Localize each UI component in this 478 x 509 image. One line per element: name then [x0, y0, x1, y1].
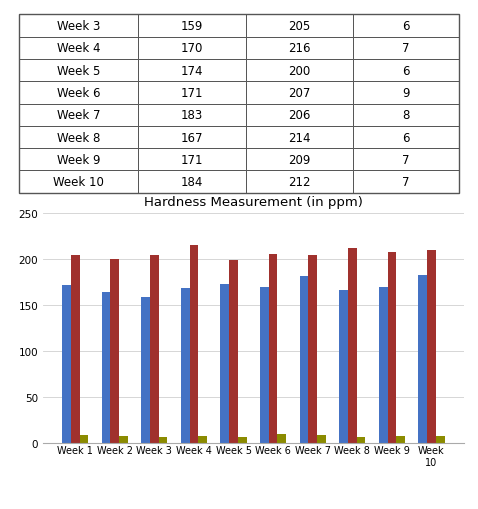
Bar	[348, 248, 357, 443]
Bar	[138, 15, 246, 38]
Text: 200: 200	[288, 65, 311, 77]
Text: 7: 7	[402, 42, 410, 55]
Bar	[269, 254, 278, 443]
Bar	[19, 15, 138, 38]
Text: 216: 216	[288, 42, 311, 55]
Bar	[300, 276, 308, 443]
Text: 209: 209	[288, 154, 311, 166]
Bar	[220, 285, 229, 443]
Text: 6: 6	[402, 131, 410, 144]
Text: 159: 159	[181, 20, 203, 33]
Text: 9: 9	[402, 87, 410, 100]
Text: 170: 170	[181, 42, 203, 55]
Text: 184: 184	[181, 176, 203, 189]
Bar	[308, 255, 317, 443]
Bar	[388, 252, 396, 443]
Bar	[19, 171, 138, 193]
Bar	[246, 15, 353, 38]
Bar	[159, 437, 167, 443]
Bar	[198, 436, 207, 443]
Bar	[353, 127, 459, 149]
Text: 7: 7	[402, 154, 410, 166]
Bar	[278, 435, 286, 443]
Text: 207: 207	[288, 87, 311, 100]
Text: 6: 6	[402, 65, 410, 77]
Text: Week 3: Week 3	[57, 20, 100, 33]
Bar	[246, 60, 353, 82]
Bar	[150, 256, 159, 443]
Bar	[79, 436, 88, 443]
Bar	[138, 149, 246, 171]
Text: 171: 171	[181, 87, 203, 100]
Bar	[19, 60, 138, 82]
Bar	[260, 287, 269, 443]
Bar	[62, 285, 71, 443]
Bar	[141, 297, 150, 443]
Text: Week 8: Week 8	[57, 131, 100, 144]
Text: 171: 171	[181, 154, 203, 166]
Bar	[138, 104, 246, 127]
Bar	[353, 82, 459, 104]
Bar	[19, 38, 138, 60]
Text: 212: 212	[288, 176, 311, 189]
Text: 205: 205	[288, 20, 311, 33]
Bar	[138, 127, 246, 149]
Bar	[246, 82, 353, 104]
Bar	[246, 127, 353, 149]
Bar	[396, 436, 405, 443]
Bar	[238, 437, 247, 443]
Bar	[339, 291, 348, 443]
Bar	[357, 437, 365, 443]
Bar	[181, 288, 190, 443]
Bar	[138, 38, 246, 60]
Bar	[19, 104, 138, 127]
Bar	[418, 275, 427, 443]
Bar	[138, 60, 246, 82]
Bar	[190, 246, 198, 443]
Bar	[71, 256, 79, 443]
Bar	[229, 261, 238, 443]
Bar	[19, 82, 138, 104]
Bar	[19, 149, 138, 171]
Bar	[353, 171, 459, 193]
Text: 174: 174	[181, 65, 203, 77]
Text: 206: 206	[288, 109, 311, 122]
Bar	[246, 104, 353, 127]
Bar	[427, 250, 436, 443]
Bar	[317, 436, 326, 443]
Bar	[436, 436, 445, 443]
Bar	[138, 171, 246, 193]
Text: Week 5: Week 5	[57, 65, 100, 77]
Bar	[19, 127, 138, 149]
Text: Week 4: Week 4	[57, 42, 100, 55]
Bar	[353, 149, 459, 171]
Text: Week 10: Week 10	[53, 176, 104, 189]
Bar	[119, 436, 128, 443]
Bar	[353, 60, 459, 82]
Bar	[379, 287, 388, 443]
Text: 8: 8	[402, 109, 410, 122]
Text: 6: 6	[402, 20, 410, 33]
Text: 214: 214	[288, 131, 311, 144]
Bar	[353, 38, 459, 60]
Bar	[110, 260, 119, 443]
Text: Week 6: Week 6	[57, 87, 100, 100]
Text: 7: 7	[402, 176, 410, 189]
Bar	[353, 104, 459, 127]
Text: Week 9: Week 9	[57, 154, 100, 166]
Text: Week 7: Week 7	[57, 109, 100, 122]
Bar	[353, 15, 459, 38]
Bar	[246, 149, 353, 171]
Text: 167: 167	[181, 131, 203, 144]
Bar	[102, 293, 110, 443]
Title: Hardness Measurement (in ppm): Hardness Measurement (in ppm)	[144, 195, 363, 209]
Bar	[246, 38, 353, 60]
Bar	[246, 171, 353, 193]
Text: 183: 183	[181, 109, 203, 122]
Bar	[138, 82, 246, 104]
